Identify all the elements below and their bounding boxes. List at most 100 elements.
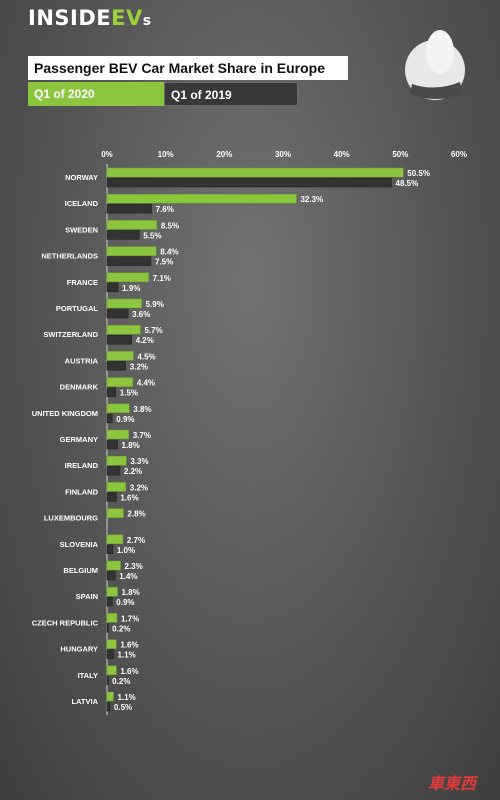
category-label: AUSTRIA <box>65 356 99 365</box>
x-tick-label: 10% <box>158 150 174 159</box>
bar-previous <box>106 544 114 555</box>
data-label-previous: 48.5% <box>396 179 419 188</box>
category-label: ICELAND <box>65 199 99 208</box>
bar-current <box>106 586 118 597</box>
x-tick-label: 40% <box>334 150 350 159</box>
bar-current <box>106 455 127 466</box>
data-label-previous: 0.2% <box>112 624 130 633</box>
data-label-previous: 0.9% <box>116 598 134 607</box>
category-label: CZECH REPUBLIC <box>32 618 99 627</box>
legend-current: Q1 of 2020 <box>28 82 164 106</box>
bar-current <box>106 482 127 492</box>
bar-current <box>106 246 157 256</box>
chart-title: Passenger BEV Car Market Share in Europe <box>28 56 348 80</box>
bar-current <box>106 560 121 571</box>
bar-current <box>106 193 297 204</box>
x-tick-label: 50% <box>392 150 408 159</box>
data-label-current: 50.5% <box>407 169 430 178</box>
x-tick-label: 20% <box>216 150 232 159</box>
bar-previous <box>106 308 129 319</box>
data-label-previous: 2.2% <box>124 467 142 476</box>
bar-current <box>106 639 117 649</box>
category-label: IRELAND <box>65 461 99 470</box>
bar-previous <box>106 282 119 293</box>
bar-current <box>106 324 141 335</box>
bar-previous <box>106 623 109 633</box>
bar-current <box>106 167 404 178</box>
category-label: HUNGARY <box>60 645 98 654</box>
data-label-current: 3.2% <box>130 483 148 492</box>
data-label-current: 4.5% <box>137 352 155 361</box>
x-tick-label: 0% <box>101 150 113 159</box>
bar-previous <box>106 596 113 607</box>
bar-current <box>106 351 134 361</box>
data-label-previous: 1.6% <box>120 493 138 502</box>
bar-previous <box>106 439 118 450</box>
data-label-previous: 7.5% <box>155 258 173 267</box>
bar-current <box>106 508 124 518</box>
category-label: NETHERLANDS <box>41 252 98 261</box>
category-label: LUXEMBOURG <box>44 514 98 523</box>
bar-previous <box>106 675 109 686</box>
data-label-current: 8.5% <box>161 221 179 230</box>
bar-current <box>106 429 129 440</box>
data-label-previous: 3.2% <box>130 362 148 371</box>
bar-current <box>106 613 118 623</box>
bar-previous <box>106 361 127 371</box>
bar-previous <box>106 701 111 712</box>
bar-previous <box>106 649 114 659</box>
data-label-current: 1.1% <box>117 693 135 702</box>
x-tick-label: 30% <box>275 150 291 159</box>
category-label: SWEDEN <box>65 225 98 234</box>
category-label: DENMARK <box>60 383 99 392</box>
data-label-previous: 1.8% <box>122 441 140 450</box>
data-label-current: 1.6% <box>120 667 138 676</box>
category-label: GERMANY <box>60 435 98 444</box>
category-label: NORWAY <box>65 173 98 182</box>
data-label-current: 4.4% <box>137 379 155 388</box>
bar-current <box>106 377 134 387</box>
data-label-current: 2.8% <box>127 510 145 519</box>
bar-current <box>106 403 130 414</box>
bar-current <box>106 534 124 545</box>
category-label: ITALY <box>78 671 98 680</box>
bar-previous <box>106 465 121 476</box>
data-label-previous: 4.2% <box>136 336 154 345</box>
category-label: FINLAND <box>65 487 98 496</box>
x-tick-label: 60% <box>451 150 467 159</box>
bar-previous <box>106 230 140 240</box>
bar-current <box>106 691 114 702</box>
bar-previous <box>106 334 132 345</box>
bar-previous <box>106 387 117 397</box>
data-label-previous: 5.5% <box>143 231 161 240</box>
data-label-current: 32.3% <box>300 195 323 204</box>
data-label-previous: 0.2% <box>112 677 130 686</box>
data-label-previous: 0.5% <box>114 703 132 712</box>
data-label-previous: 1.5% <box>120 389 138 398</box>
bar-previous <box>106 413 113 424</box>
data-label-current: 2.7% <box>127 536 145 545</box>
category-label: PORTUGAL <box>56 304 99 313</box>
data-label-current: 1.8% <box>122 588 140 597</box>
legend-previous: Q1 of 2019 <box>164 82 298 106</box>
data-label-current: 7.1% <box>153 274 171 283</box>
data-label-current: 2.3% <box>124 562 142 571</box>
insideevs-logo: INSIDEEVs <box>28 6 152 30</box>
data-label-current: 5.9% <box>146 300 164 309</box>
bar-previous <box>106 492 117 502</box>
category-label: UNITED KINGDOM <box>32 409 98 418</box>
data-label-previous: 1.4% <box>119 572 137 581</box>
data-label-current: 3.3% <box>130 457 148 466</box>
data-label-previous: 1.0% <box>117 546 135 555</box>
category-label: SLOVENIA <box>60 540 99 549</box>
bar-previous <box>106 570 116 581</box>
data-label-current: 3.7% <box>133 431 151 440</box>
globe-icon <box>405 30 465 100</box>
watermark: 車東西 <box>428 774 477 793</box>
data-label-current: 8.4% <box>160 248 178 257</box>
data-label-previous: 3.6% <box>132 310 150 319</box>
category-label: FRANCE <box>67 278 98 287</box>
bar-current <box>106 220 158 230</box>
data-label-previous: 1.9% <box>122 284 140 293</box>
